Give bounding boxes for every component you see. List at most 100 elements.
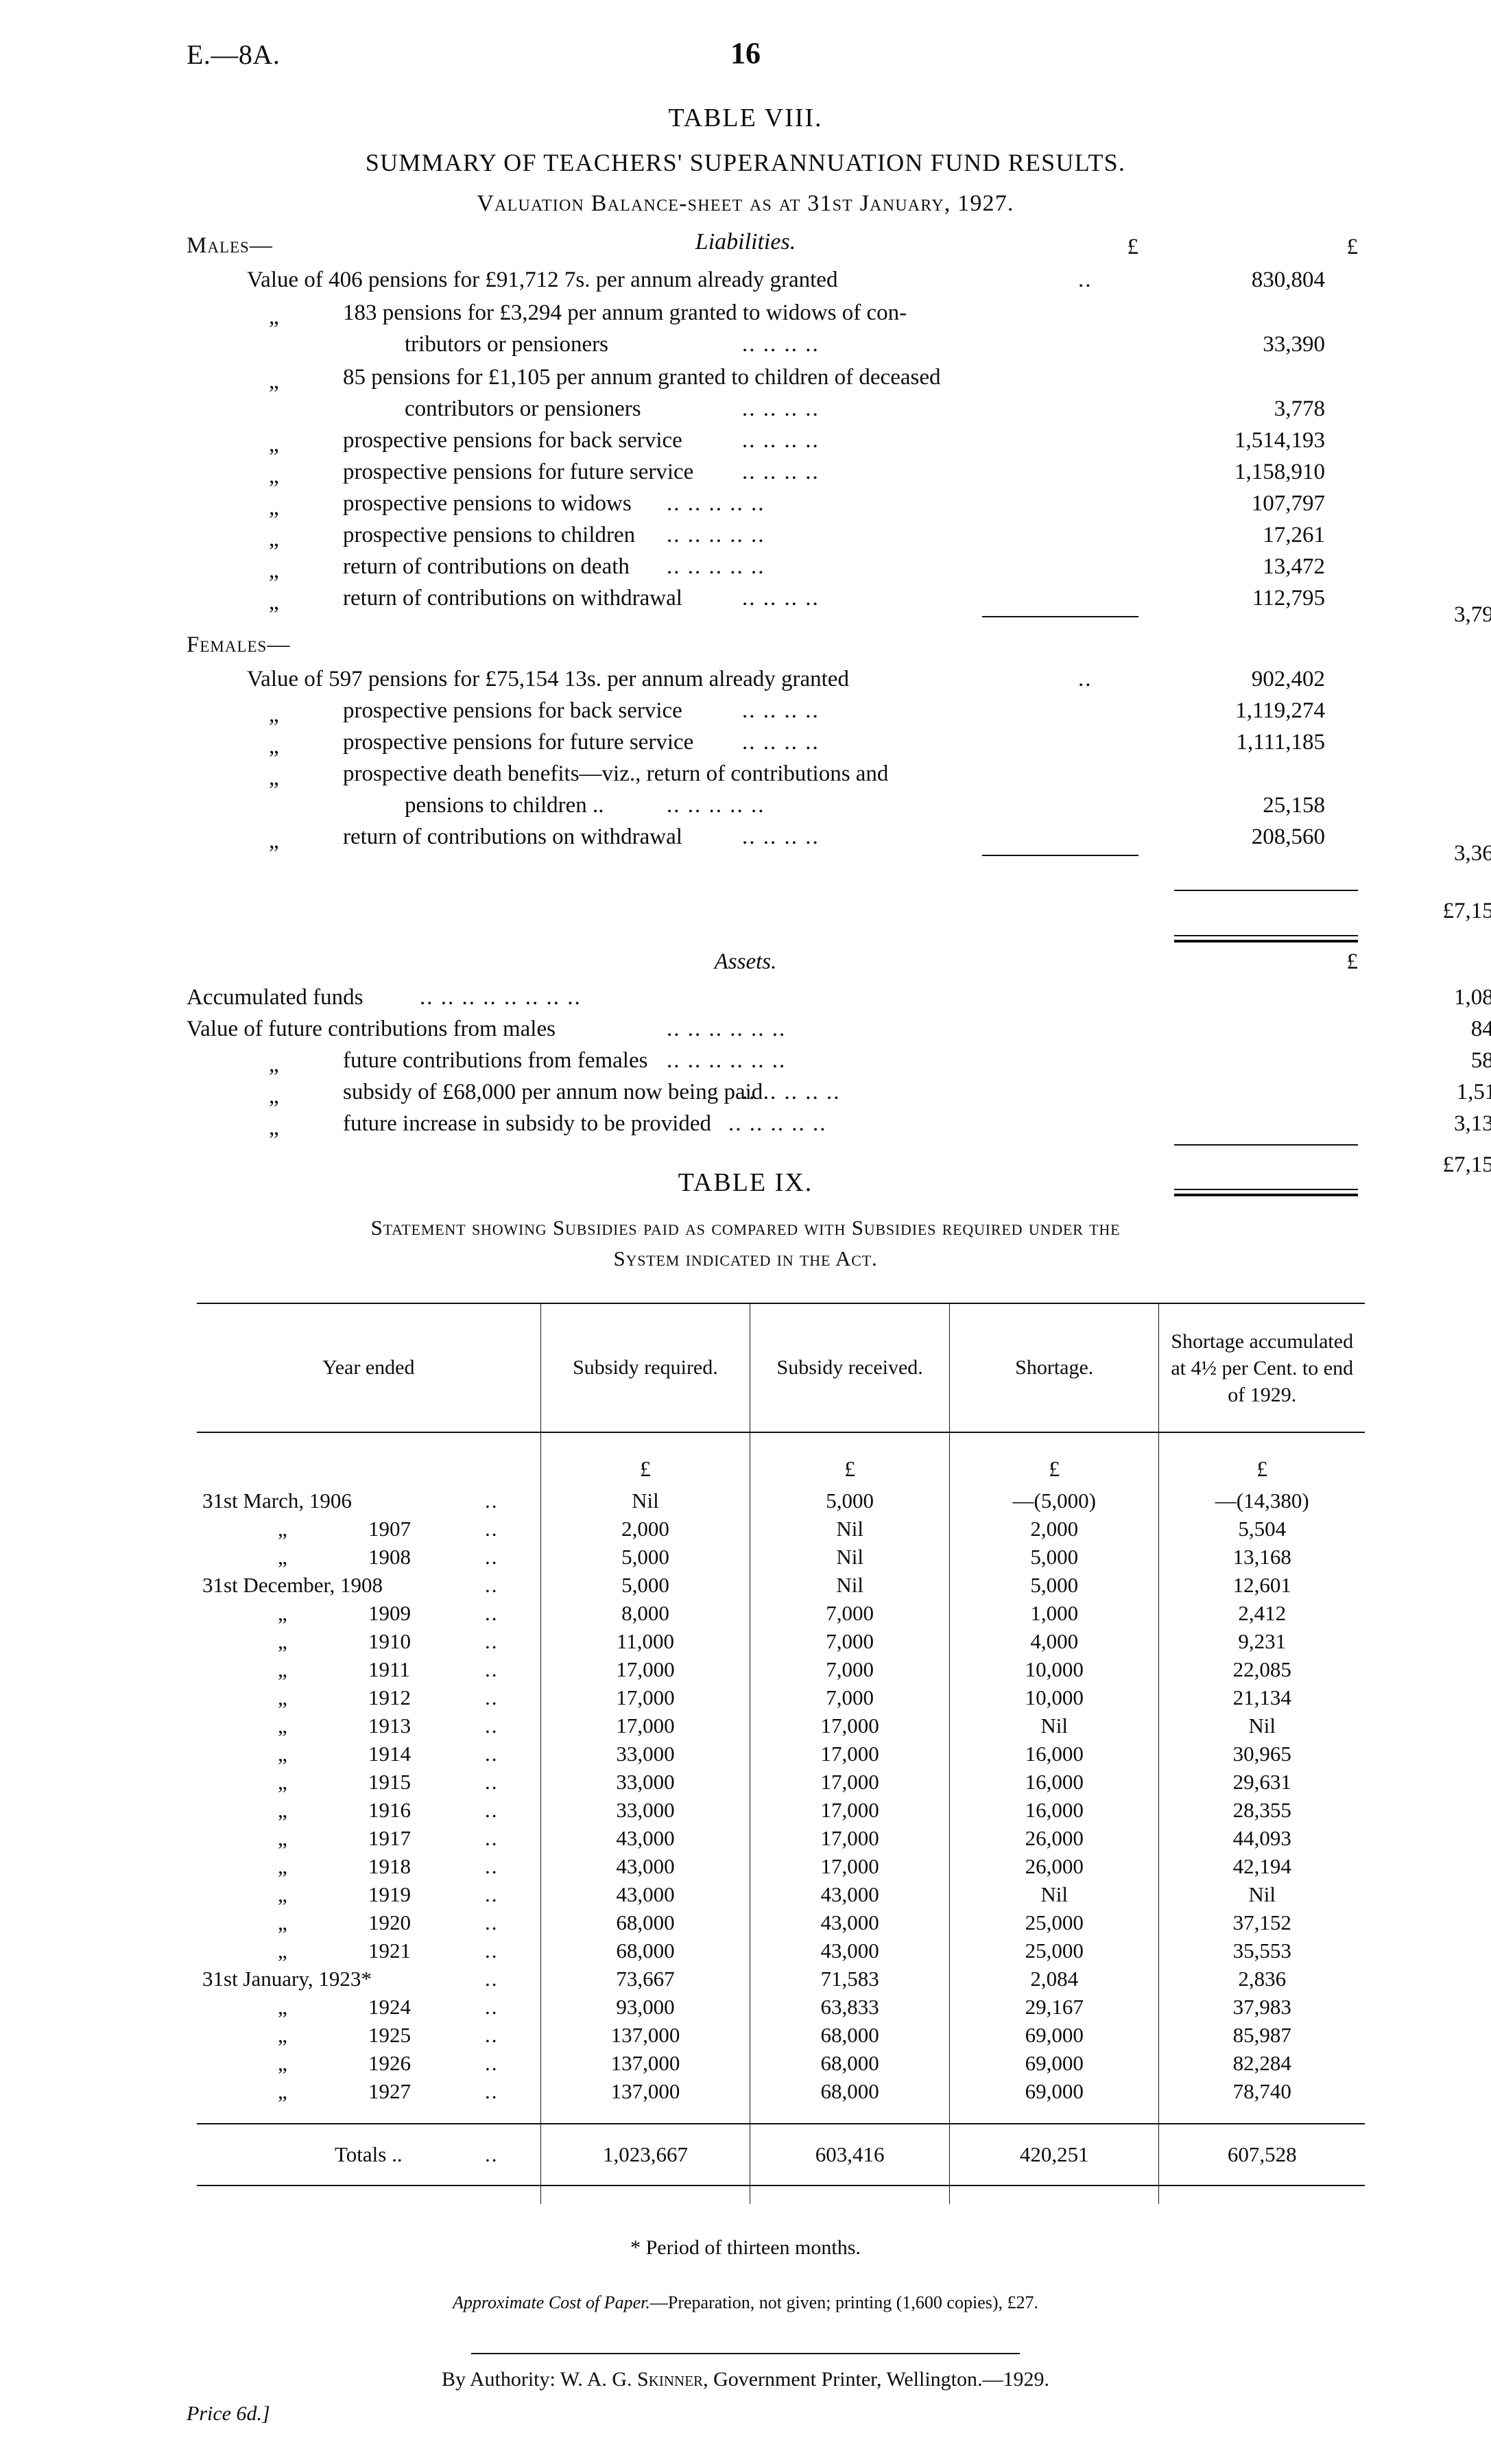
shortage-value: Nil xyxy=(949,1711,1159,1740)
shortage-value: 69,000 xyxy=(949,2049,1159,2077)
ditto-mark: „ xyxy=(278,1826,287,1850)
table-row: 31st March, 1906.. Nil 5,000 —(5,000) —(… xyxy=(197,1486,1365,1515)
males-group-heading: Males— xyxy=(187,233,273,258)
asset-label: Accumulated funds xyxy=(187,985,363,1010)
subsidy-required-value: 43,000 xyxy=(540,1880,750,1908)
price-note: Price 6d.] xyxy=(187,2402,270,2425)
year-cell: „ 1913.. xyxy=(197,1711,540,1740)
liability-amount: 13,472 xyxy=(1263,554,1325,579)
year-full xyxy=(197,2079,202,2103)
table-row: „ 1916.. 33,000 17,000 16,000 28,355 xyxy=(197,1796,1365,1824)
year-number: 1908 xyxy=(368,1545,411,1569)
table-row: „ 1910.. 11,000 7,000 4,000 9,231 xyxy=(197,1627,1365,1655)
spacer-cell xyxy=(540,1432,750,1451)
shortage-value: 2,000 xyxy=(949,1515,1159,1543)
year-cell: „ 1919.. xyxy=(197,1880,540,1908)
spacer-cell xyxy=(197,2105,540,2124)
table8-title-block: TABLE VIII. SUMMARY OF TEACHERS' SUPERAN… xyxy=(0,103,1491,255)
liability-label-cont: pensions to children .. xyxy=(405,793,604,818)
leader-dots: .. xyxy=(485,1798,499,1822)
males-subtotal-amount: 3,792,400 xyxy=(1454,602,1491,627)
table-spacer-row xyxy=(197,2185,1365,2204)
shortage-value: Nil xyxy=(949,1880,1159,1908)
table-row: „ 1913.. 17,000 17,000 Nil Nil xyxy=(197,1711,1365,1740)
ditto-mark: „ xyxy=(269,464,279,488)
year-full xyxy=(197,1939,202,1963)
liability-amount: 33,390 xyxy=(1263,332,1325,357)
year-full xyxy=(197,1714,202,1738)
shortage-value: 26,000 xyxy=(949,1824,1159,1852)
assets-total-rule-a xyxy=(1174,1189,1358,1190)
cost-of-paper-note: Approximate Cost of Paper.—Preparation, … xyxy=(0,2293,1491,2313)
subsidy-received-value: 43,000 xyxy=(750,1880,950,1908)
shortage-value: 2,084 xyxy=(949,1965,1159,1993)
shortage-value: 5,000 xyxy=(949,1571,1159,1599)
subsidy-received-value: 43,000 xyxy=(750,1936,950,1965)
ditto-mark: „ xyxy=(269,495,279,520)
liability-amount: 208,560 xyxy=(1251,825,1325,849)
liability-label: prospective death benefits—viz., return … xyxy=(343,761,889,786)
shortage-value: —(5,000) xyxy=(949,1486,1159,1515)
shortage-accumulated-value: 2,412 xyxy=(1158,1599,1365,1627)
year-cell: „ 1924.. xyxy=(197,1993,540,2021)
totals-shortage-accumulated: 607,528 xyxy=(1158,2123,1365,2185)
year-cell: 31st January, 1923*.. xyxy=(197,1965,540,1993)
leader-dots: .. xyxy=(485,2051,499,2075)
table-spacer-row xyxy=(197,2105,1365,2124)
table-header-row: Year ended Subsidy required. Subsidy rec… xyxy=(197,1303,1365,1432)
currency-symbol: £ xyxy=(750,1451,950,1486)
subsidy-required-value: 17,000 xyxy=(540,1683,750,1711)
leader-dots: .. .. .. .. xyxy=(742,825,820,849)
shortage-value: 10,000 xyxy=(949,1655,1159,1683)
shortage-accumulated-value: Nil xyxy=(1158,1711,1365,1740)
shortage-accumulated-value: 78,740 xyxy=(1158,2077,1365,2105)
table9-caption-line1: Statement showing Subsidies paid as comp… xyxy=(370,1216,1121,1240)
subsidy-received-value: 68,000 xyxy=(750,2049,950,2077)
liability-label: prospective pensions to children xyxy=(343,523,636,547)
subsidy-received-value: 17,000 xyxy=(750,1824,950,1852)
liability-label: prospective pensions to widows xyxy=(343,491,632,516)
liability-amount: 1,119,274 xyxy=(1235,698,1325,723)
year-cell: „ 1921.. xyxy=(197,1936,540,1965)
subsidy-required-value: 93,000 xyxy=(540,1993,750,2021)
authority-suffix: , Government Printer, Wellington.—1929. xyxy=(703,2368,1049,2391)
subsidy-received-value: 17,000 xyxy=(750,1711,950,1740)
year-number: 1916 xyxy=(368,1798,411,1822)
leader-dots: .. .. .. .. .. xyxy=(667,554,765,579)
leader-dots: .. xyxy=(485,1939,499,1963)
subsidy-received-value: 7,000 xyxy=(750,1627,950,1655)
subsidy-required-value: 17,000 xyxy=(540,1711,750,1740)
year-number: 1909 xyxy=(368,1601,411,1625)
leader-dots: .. xyxy=(485,1601,499,1625)
liability-row: „ return of contributions on withdrawal … xyxy=(187,826,1380,857)
authority-line: By Authority: W. A. G. Skinner, Governme… xyxy=(0,2368,1491,2391)
page-number: 16 xyxy=(730,36,761,70)
table-row: 31st December, 1908.. 5,000 Nil 5,000 12… xyxy=(197,1571,1365,1599)
liability-row-continuation: tributors or pensioners .. .. .. .. 33,3… xyxy=(187,333,1380,365)
cost-of-paper-label: Approximate Cost of Paper. xyxy=(452,2293,650,2312)
ditto-mark: „ xyxy=(278,1995,287,2019)
subsidy-received-value: 17,000 xyxy=(750,1740,950,1768)
shortage-accumulated-value: 2,836 xyxy=(1158,1965,1365,1993)
ditto-mark: „ xyxy=(278,2051,287,2075)
column-header-shortage-accumulated: Shortage accumulated at 4½ per Cent. to … xyxy=(1158,1303,1365,1432)
subsidy-required-value: 137,000 xyxy=(540,2049,750,2077)
liability-label: prospective pensions for future service xyxy=(343,460,694,484)
liability-amount: 17,261 xyxy=(1263,523,1325,547)
table8-title: SUMMARY OF TEACHERS' SUPERANNUATION FUND… xyxy=(365,149,1126,176)
shortage-value: 16,000 xyxy=(949,1796,1159,1824)
table-row: „ 1918.. 43,000 17,000 26,000 42,194 xyxy=(197,1852,1365,1880)
leader-dots: .. xyxy=(485,1854,499,1878)
ditto-mark: „ xyxy=(269,702,279,727)
table-row: „ 1926.. 137,000 68,000 69,000 82,284 xyxy=(197,2049,1365,2077)
shortage-value: 26,000 xyxy=(949,1852,1159,1880)
liability-amount: 902,402 xyxy=(1251,667,1325,691)
year-cell: „ 1918.. xyxy=(197,1852,540,1880)
liability-amount: 1,158,910 xyxy=(1234,460,1325,484)
ditto-mark: „ xyxy=(278,1882,287,1906)
totals-shortage: 420,251 xyxy=(949,2123,1159,2185)
liabilities-currency-header-2: £ xyxy=(1346,235,1359,259)
leader-dots: .. .. .. .. xyxy=(742,428,820,453)
year-full: 31st January, 1923* xyxy=(202,1967,372,1991)
ditto-mark: „ xyxy=(269,766,279,790)
